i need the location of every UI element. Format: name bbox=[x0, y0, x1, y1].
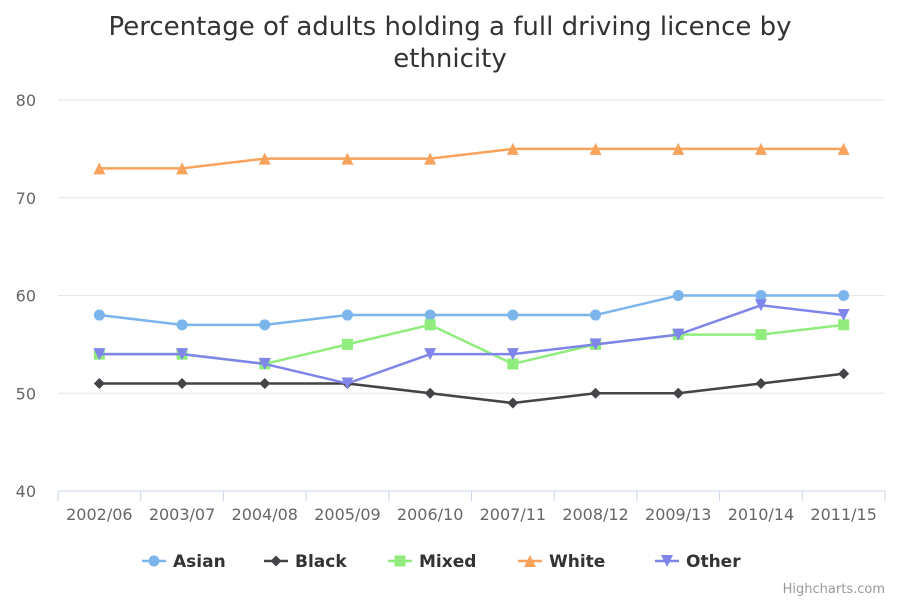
data-point-white[interactable] bbox=[754, 142, 767, 155]
data-point-other[interactable] bbox=[754, 299, 767, 312]
x-tick-label: 2007/11 bbox=[480, 505, 546, 524]
series-layer bbox=[93, 142, 850, 409]
legend: Asian Black Mixed White Other bbox=[142, 552, 741, 572]
data-point-other[interactable] bbox=[506, 348, 519, 361]
data-point-white[interactable] bbox=[589, 142, 602, 155]
series-line-other[interactable] bbox=[98, 304, 845, 385]
legend-item-mixed[interactable]: Mixed bbox=[388, 552, 476, 572]
x-tick-label: 2006/10 bbox=[397, 505, 463, 524]
x-tick-label: 2003/07 bbox=[149, 505, 215, 524]
legend-marker-asian bbox=[148, 555, 160, 567]
data-point-asian[interactable] bbox=[838, 290, 850, 301]
series-line-asian[interactable] bbox=[98, 294, 845, 327]
series-line-white[interactable] bbox=[98, 147, 845, 170]
legend-item-other[interactable]: Other bbox=[655, 552, 741, 572]
legend-label-other: Other bbox=[686, 552, 741, 572]
data-point-mixed[interactable] bbox=[507, 358, 519, 370]
data-point-other[interactable] bbox=[589, 338, 602, 351]
data-point-asian[interactable] bbox=[93, 309, 105, 321]
series-asian bbox=[93, 290, 850, 331]
legend-marker-white bbox=[524, 555, 536, 567]
credits-link[interactable]: Highcharts.com bbox=[783, 582, 885, 597]
legend-item-white[interactable]: White bbox=[518, 552, 605, 572]
legend-marker-other bbox=[661, 555, 673, 567]
series-other bbox=[93, 299, 850, 390]
data-point-black[interactable] bbox=[838, 368, 850, 380]
legend-label-white: White bbox=[549, 552, 605, 572]
chart-title-line-2: ethnicity bbox=[393, 44, 506, 74]
legend-marker-black bbox=[270, 555, 282, 567]
data-point-other[interactable] bbox=[424, 348, 437, 361]
x-tick-label: 2010/14 bbox=[728, 505, 794, 524]
data-point-black[interactable] bbox=[259, 377, 271, 389]
data-point-white[interactable] bbox=[672, 142, 685, 155]
series-line-black[interactable] bbox=[98, 372, 845, 405]
data-point-white[interactable] bbox=[258, 152, 271, 165]
data-point-other[interactable] bbox=[672, 328, 685, 341]
legend-marker-mixed bbox=[394, 555, 406, 567]
data-point-white[interactable] bbox=[176, 162, 189, 175]
data-point-asian[interactable] bbox=[424, 309, 436, 321]
data-point-asian[interactable] bbox=[755, 290, 767, 301]
x-tick-label: 2011/15 bbox=[810, 505, 876, 524]
series-white bbox=[93, 142, 850, 175]
series-mixed bbox=[93, 319, 850, 370]
data-point-white[interactable] bbox=[93, 162, 106, 175]
data-point-mixed[interactable] bbox=[755, 329, 767, 341]
x-axis: 2002/06 2003/07 2004/08 2005/09 2006/10 2007/… bbox=[57, 490, 886, 524]
y-tick-label: 50 bbox=[16, 384, 36, 403]
y-tick-label: 60 bbox=[16, 287, 36, 306]
data-point-asian[interactable] bbox=[507, 309, 519, 321]
chart-title-line-1: Percentage of adults holding a full driv… bbox=[108, 12, 791, 42]
data-point-black[interactable] bbox=[176, 377, 188, 389]
data-point-white[interactable] bbox=[837, 142, 850, 155]
data-point-asian[interactable] bbox=[341, 309, 353, 321]
legend-item-asian[interactable]: Asian bbox=[142, 552, 226, 572]
data-point-other[interactable] bbox=[341, 377, 354, 390]
data-point-black[interactable] bbox=[424, 387, 436, 399]
data-point-black[interactable] bbox=[755, 377, 767, 389]
x-tick-label: 2009/13 bbox=[645, 505, 711, 524]
legend-label-asian: Asian bbox=[173, 552, 226, 572]
data-point-black[interactable] bbox=[590, 387, 602, 399]
data-point-white[interactable] bbox=[341, 152, 354, 165]
y-tick-label: 40 bbox=[16, 482, 36, 501]
data-point-mixed[interactable] bbox=[341, 338, 353, 350]
data-point-other[interactable] bbox=[176, 348, 189, 361]
y-tick-label: 70 bbox=[16, 189, 36, 208]
series-black bbox=[93, 368, 850, 409]
data-point-asian[interactable] bbox=[259, 319, 271, 331]
x-tick-label: 2005/09 bbox=[314, 505, 380, 524]
data-point-white[interactable] bbox=[424, 152, 437, 165]
data-point-asian[interactable] bbox=[672, 290, 684, 301]
x-tick-label: 2008/12 bbox=[562, 505, 628, 524]
data-point-other[interactable] bbox=[93, 348, 106, 361]
legend-label-black: Black bbox=[295, 552, 347, 572]
data-point-mixed[interactable] bbox=[424, 319, 436, 331]
legend-label-mixed: Mixed bbox=[419, 552, 476, 572]
data-point-other[interactable] bbox=[258, 357, 271, 370]
data-point-black[interactable] bbox=[93, 377, 105, 389]
data-point-other[interactable] bbox=[837, 309, 850, 322]
data-point-mixed[interactable] bbox=[838, 319, 850, 331]
legend-item-black[interactable]: Black bbox=[264, 552, 347, 572]
data-point-asian[interactable] bbox=[590, 309, 602, 321]
x-tick-label: 2002/06 bbox=[66, 505, 132, 524]
y-tick-label: 80 bbox=[16, 91, 36, 110]
data-point-white[interactable] bbox=[506, 142, 519, 155]
data-point-asian[interactable] bbox=[176, 319, 188, 331]
data-point-black[interactable] bbox=[507, 397, 519, 409]
data-point-black[interactable] bbox=[672, 387, 684, 399]
x-tick-label: 2004/08 bbox=[232, 505, 298, 524]
